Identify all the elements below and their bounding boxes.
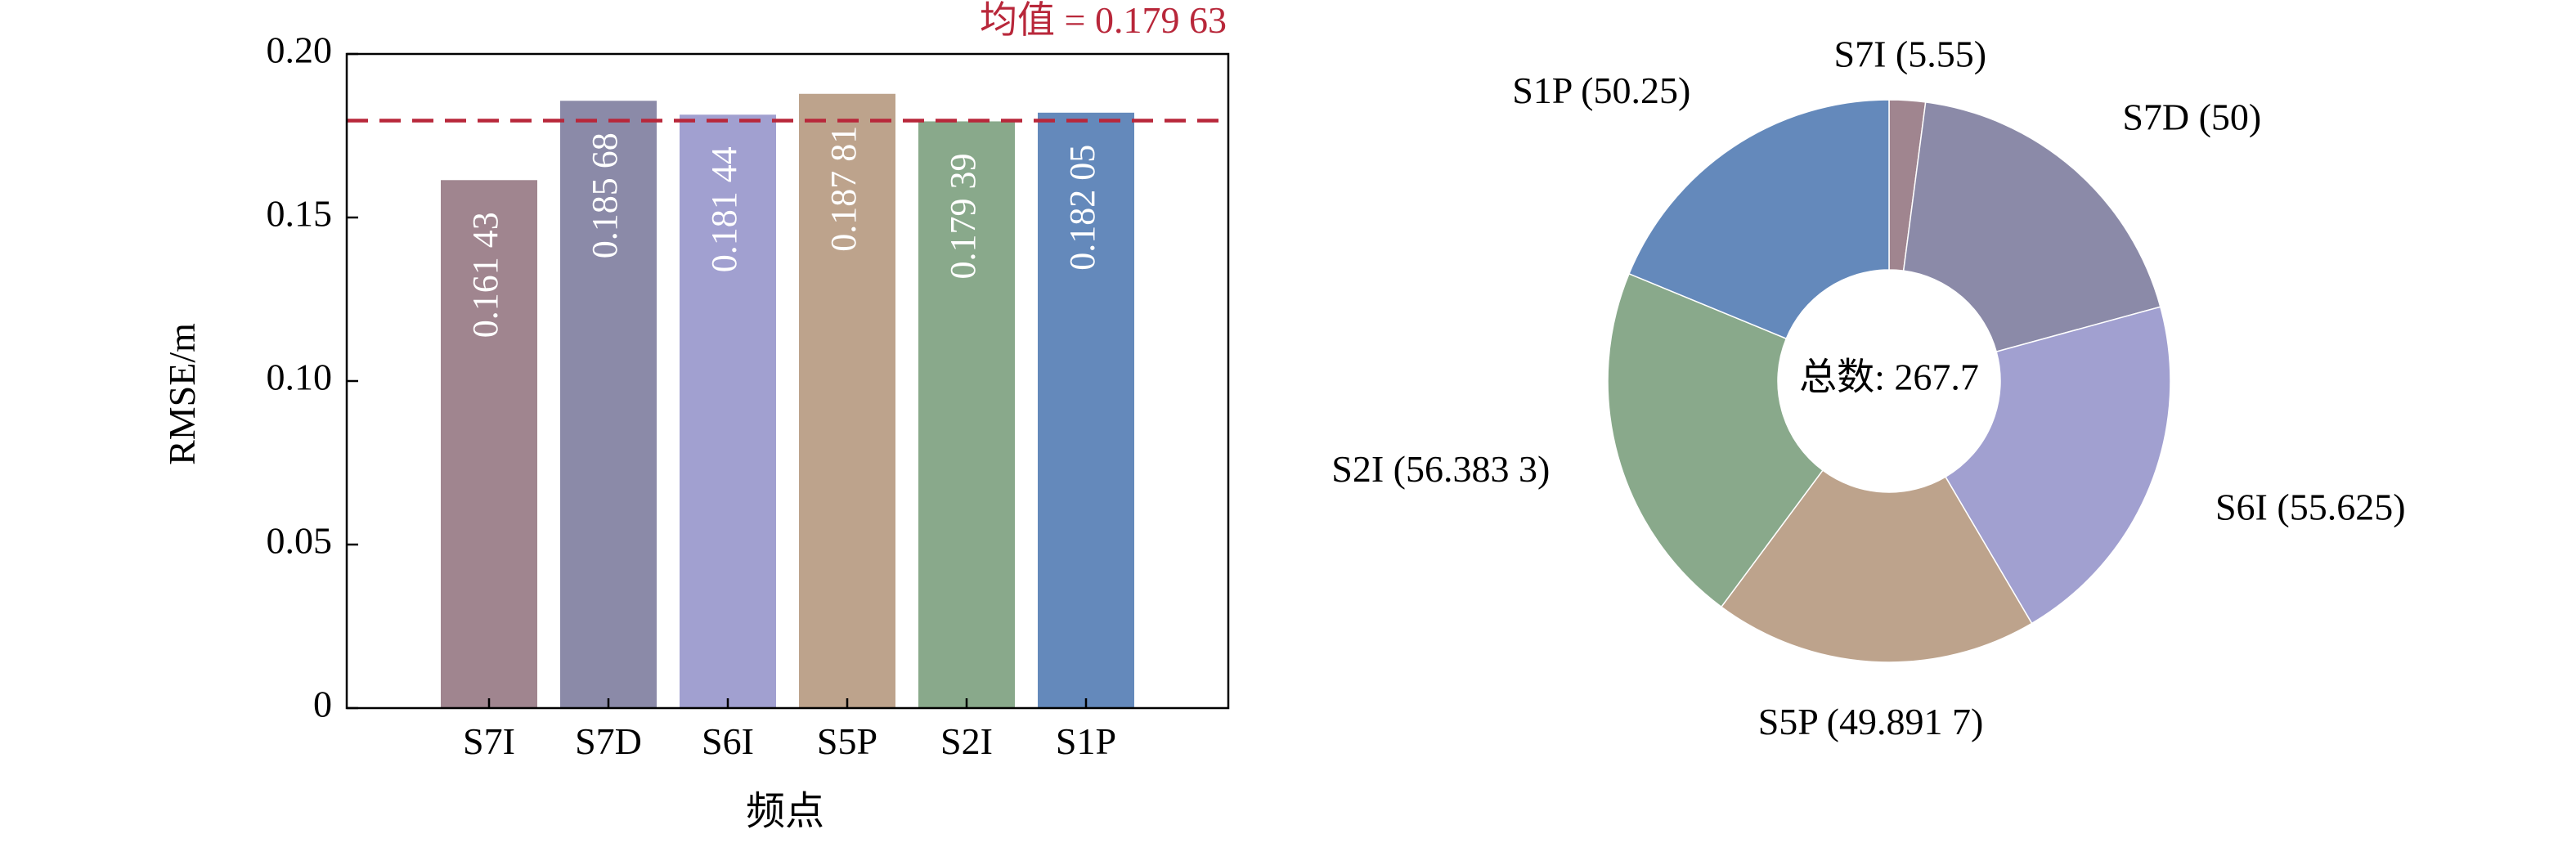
y-axis-label: RMSE/m <box>161 323 203 465</box>
bar-value-label: 0.182 05 <box>1062 145 1102 271</box>
slice-s5p <box>1720 469 2033 663</box>
bar-value-label: 0.187 81 <box>824 126 864 252</box>
y-axis: 0 0.05 0.10 0.15 0.20 <box>267 29 358 725</box>
x-axis: S7I S7D S6I S5P S2I S1P <box>463 698 1116 762</box>
y-tick-label: 0.15 <box>267 193 333 235</box>
pie-center-label: 总数: 267.7 <box>1799 356 1979 398</box>
slice-label-s6i: S6I (55.625) <box>2215 486 2406 527</box>
bar-s1p <box>1038 112 1134 709</box>
bar-s7i <box>441 180 537 708</box>
pie-labels: S7I (5.55) S7D (50) S6I (55.625) S5P (49.89… <box>1331 33 2405 742</box>
bar-value-label: 0.161 43 <box>465 212 505 338</box>
bar-marks: 0.161 43 0.185 68 0.181 44 0.187 81 0.179 39… <box>441 93 1134 709</box>
bar-value-label: 0.179 39 <box>943 153 983 279</box>
x-tick-label: S2I <box>940 720 993 762</box>
slice-s2i <box>1607 272 1824 608</box>
x-tick-label: S6I <box>702 720 754 762</box>
bar-value-label: 0.181 44 <box>704 146 744 272</box>
x-tick-label: S7D <box>575 720 642 762</box>
x-axis-label: 频点 <box>746 790 824 833</box>
slice-s7d <box>1902 101 2161 353</box>
mean-line-group: 均值 = 0.179 63 <box>347 0 1228 123</box>
bar-s2i <box>918 121 1015 708</box>
bar-s7d <box>560 101 657 708</box>
pie-slices <box>1607 99 2171 663</box>
y-tick-label: 0.05 <box>267 520 333 562</box>
bar-s6i <box>680 114 776 709</box>
bar-value-label: 0.185 68 <box>585 132 625 258</box>
mean-line-label: 均值 = 0.179 63 <box>980 0 1227 41</box>
y-tick-label: 0 <box>313 684 332 725</box>
y-tick-label: 0.10 <box>267 356 333 398</box>
x-tick-label: S5P <box>817 720 877 762</box>
slice-s6i <box>1944 306 2171 625</box>
slice-label-s1p: S1P (50.25) <box>1512 70 1690 111</box>
bar-chart: 0.161 43 0.185 68 0.181 44 0.187 81 0.179 39… <box>161 0 1230 833</box>
bar-s5p <box>799 93 895 708</box>
slice-label-s5p: S5P (49.891 7) <box>1758 701 1984 742</box>
slice-label-s7i: S7I (5.55) <box>1834 33 1987 74</box>
x-tick-label: S1P <box>1056 720 1116 762</box>
slice-label-s7d: S7D (50) <box>2122 96 2261 137</box>
pie-chart: S7I (5.55) S7D (50) S6I (55.625) S5P (49.89… <box>1331 33 2405 742</box>
slice-label-s2i: S2I (56.383 3) <box>1331 448 1550 490</box>
slice-s1p <box>1628 99 1890 340</box>
x-tick-label: S7I <box>463 720 515 762</box>
y-tick-label: 0.20 <box>267 29 333 71</box>
